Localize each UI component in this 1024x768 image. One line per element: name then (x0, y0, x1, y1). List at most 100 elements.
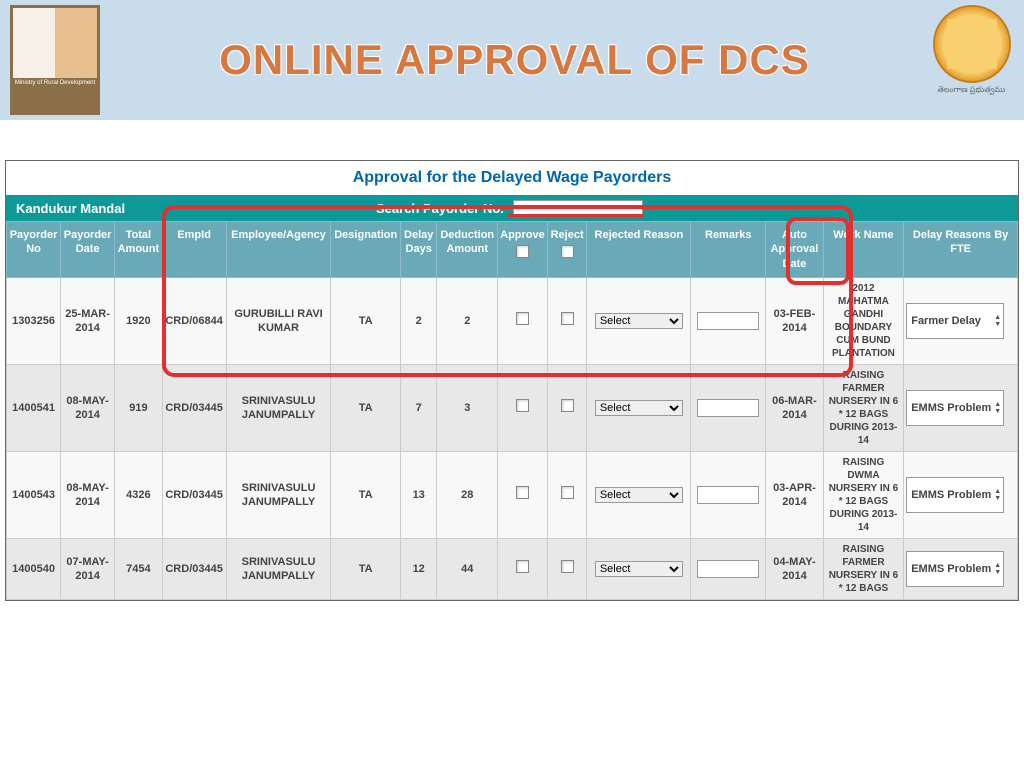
cell-designation: TA (331, 538, 401, 599)
cell-total-amount: 4326 (115, 451, 162, 538)
cell-employee: GURUBILLI RAVI KUMAR (226, 277, 331, 364)
logo-left: Ministry of Rural Development (10, 5, 100, 115)
col-approve: Approve (498, 222, 548, 278)
col-reject-label: Reject (551, 229, 584, 241)
cell-delay-days: 2 (400, 277, 436, 364)
reject-checkbox[interactable] (561, 486, 574, 499)
cell-designation: TA (331, 451, 401, 538)
cell-total-amount: 7454 (115, 538, 162, 599)
cell-empid: CRD/03445 (162, 451, 226, 538)
table-row: 130325625-MAR-20141920CRD/06844GURUBILLI… (7, 277, 1018, 364)
table-header-row: Payorder No Payorder Date Total Amount E… (7, 222, 1018, 278)
logo-left-image (13, 8, 97, 78)
col-payorder-no: Payorder No (7, 222, 61, 278)
cell-reject (547, 538, 587, 599)
cell-payorder-no: 1400541 (7, 364, 61, 451)
reject-checkbox[interactable] (561, 560, 574, 573)
cell-work: RAISING FARMER NURSERY IN 6 * 12 BAGS DU… (823, 364, 904, 451)
col-payorder-date: Payorder Date (61, 222, 115, 278)
cell-employee: SRINIVASULU JANUMPALLY (226, 451, 331, 538)
rejected-reason-select[interactable]: Select (595, 561, 683, 577)
cell-delay-reason: EMMS Problem▲▼ (904, 538, 1018, 599)
col-deduction: Deduction Amount (437, 222, 498, 278)
cell-work: RAISING FARMER NURSERY IN 6 * 12 BAGS (823, 538, 904, 599)
logo-left-caption: Ministry of Rural Development (15, 80, 95, 87)
approve-checkbox[interactable] (516, 312, 529, 325)
cell-delay-reason: Farmer Delay▲▼ (904, 277, 1018, 364)
cell-delay-days: 12 (400, 538, 436, 599)
search-label: Search Payorder No. (376, 201, 504, 216)
cell-total-amount: 919 (115, 364, 162, 451)
cell-designation: TA (331, 364, 401, 451)
cell-delay-reason: EMMS Problem▲▼ (904, 364, 1018, 451)
rejected-reason-select[interactable]: Select (595, 400, 683, 416)
cell-deduction: 28 (437, 451, 498, 538)
cell-rej-reason: Select (587, 451, 691, 538)
col-workname: Work Name (823, 222, 904, 278)
cell-remarks (691, 538, 766, 599)
cell-employee: SRINIVASULU JANUMPALLY (226, 538, 331, 599)
remarks-input[interactable] (697, 560, 759, 578)
mandal-name: Kandukur Mandal (16, 201, 296, 216)
cell-total-amount: 1920 (115, 277, 162, 364)
cell-deduction: 3 (437, 364, 498, 451)
delay-reason-select[interactable]: EMMS Problem▲▼ (906, 477, 1004, 513)
approve-checkbox[interactable] (516, 560, 529, 573)
cell-reject (547, 277, 587, 364)
cell-reject (547, 451, 587, 538)
cell-auto-date: 03-APR-2014 (766, 451, 823, 538)
col-rej-reason: Rejected Reason (587, 222, 691, 278)
col-approve-label: Approve (500, 229, 545, 241)
cell-work: 2012 MAHATMA GANDHI BOUNDARY CUM BUND PL… (823, 277, 904, 364)
remarks-input[interactable] (697, 486, 759, 504)
cell-auto-date: 06-MAR-2014 (766, 364, 823, 451)
rejected-reason-select[interactable]: Select (595, 487, 683, 503)
approve-checkbox[interactable] (516, 486, 529, 499)
cell-deduction: 44 (437, 538, 498, 599)
logo-right: తెలంగాణ ప్రభుత్వము (929, 5, 1014, 115)
remarks-input[interactable] (697, 399, 759, 417)
reject-checkbox[interactable] (561, 312, 574, 325)
table-row: 140054308-MAY-20144326CRD/03445SRINIVASU… (7, 451, 1018, 538)
cell-payorder-date: 07-MAY-2014 (61, 538, 115, 599)
cell-payorder-no: 1400540 (7, 538, 61, 599)
rejected-reason-select[interactable]: Select (595, 313, 683, 329)
reject-all-checkbox[interactable] (561, 245, 574, 258)
cell-payorder-date: 08-MAY-2014 (61, 364, 115, 451)
delay-reason-select[interactable]: Farmer Delay▲▼ (906, 303, 1004, 339)
delay-reason-select[interactable]: EMMS Problem▲▼ (906, 551, 1004, 587)
table-row: 140054007-MAY-20147454CRD/03445SRINIVASU… (7, 538, 1018, 599)
cell-auto-date: 04-MAY-2014 (766, 538, 823, 599)
cell-delay-days: 7 (400, 364, 436, 451)
col-total-amount: Total Amount (115, 222, 162, 278)
cell-remarks (691, 364, 766, 451)
cell-payorder-no: 1400543 (7, 451, 61, 538)
approve-checkbox[interactable] (516, 399, 529, 412)
remarks-input[interactable] (697, 312, 759, 330)
page-title: ONLINE APPROVAL OF DCS (100, 36, 929, 84)
header-bar: Ministry of Rural Development ONLINE APP… (0, 0, 1024, 120)
logo-right-caption: తెలంగాణ ప్రభుత్వము (938, 85, 1006, 96)
cell-approve (498, 538, 548, 599)
section-title: Approval for the Delayed Wage Payorders (6, 161, 1018, 195)
cell-empid: CRD/03445 (162, 538, 226, 599)
cell-rej-reason: Select (587, 538, 691, 599)
cell-designation: TA (331, 277, 401, 364)
col-employee: Employee/Agency (226, 222, 331, 278)
col-remarks: Remarks (691, 222, 766, 278)
payorder-table: Payorder No Payorder Date Total Amount E… (6, 221, 1018, 600)
table-wrap: Payorder No Payorder Date Total Amount E… (6, 221, 1018, 600)
approve-all-checkbox[interactable] (516, 245, 529, 258)
cell-employee: SRINIVASULU JANUMPALLY (226, 364, 331, 451)
cell-deduction: 2 (437, 277, 498, 364)
reject-checkbox[interactable] (561, 399, 574, 412)
col-empid: EmpId (162, 222, 226, 278)
delay-reason-select[interactable]: EMMS Problem▲▼ (906, 390, 1004, 426)
cell-delay-days: 13 (400, 451, 436, 538)
table-row: 140054108-MAY-2014919CRD/03445SRINIVASUL… (7, 364, 1018, 451)
inner-panel: Approval for the Delayed Wage Payorders … (5, 160, 1019, 601)
cell-rej-reason: Select (587, 364, 691, 451)
cell-reject (547, 364, 587, 451)
cell-payorder-no: 1303256 (7, 277, 61, 364)
cell-payorder-date: 25-MAR-2014 (61, 277, 115, 364)
